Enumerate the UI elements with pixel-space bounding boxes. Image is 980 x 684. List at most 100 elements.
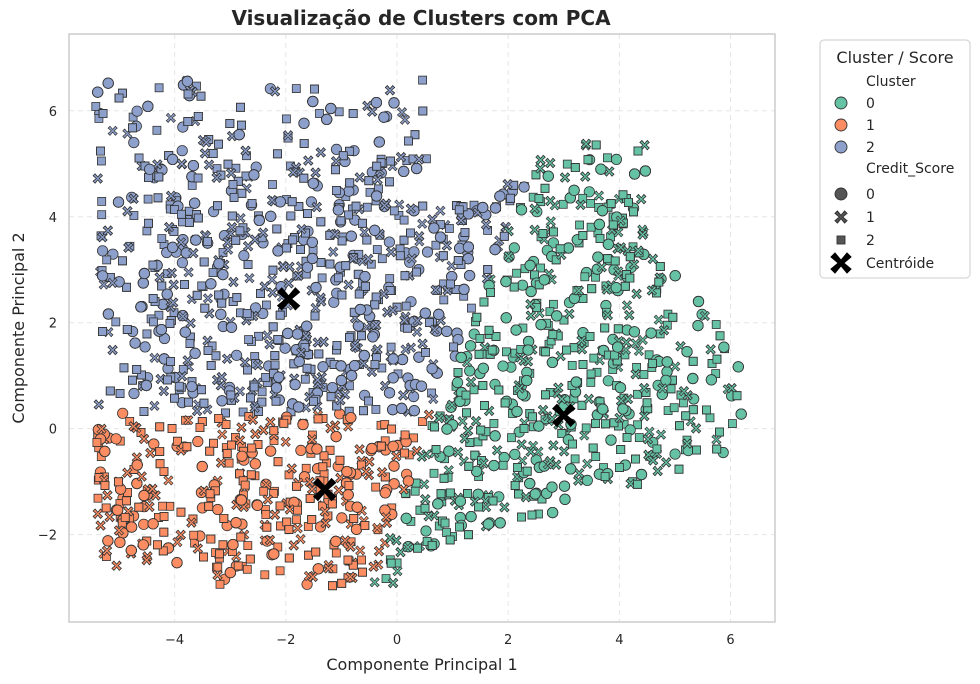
data-point: [171, 557, 183, 569]
data-point: [148, 294, 158, 303]
data-point: [578, 231, 588, 240]
data-point: [256, 289, 265, 298]
data-point: [148, 260, 158, 270]
data-point: [522, 466, 532, 476]
data-point: [197, 281, 207, 291]
data-point: [128, 193, 139, 204]
data-point: [616, 445, 626, 455]
data-point: [620, 281, 630, 291]
data-point: [538, 274, 550, 286]
data-point: [99, 445, 111, 457]
data-point: [217, 268, 229, 281]
data-point: [349, 514, 359, 523]
data-point: [383, 387, 396, 399]
centroid-marker: [552, 403, 576, 428]
data-point: [541, 390, 550, 400]
data-point: [164, 221, 175, 233]
data-point: [516, 388, 529, 400]
data-point: [570, 454, 580, 464]
data-point: [154, 172, 164, 182]
data-point: [446, 260, 457, 271]
data-point: [271, 396, 281, 406]
data-point: [652, 465, 663, 477]
data-point: [358, 567, 367, 577]
data-point: [454, 522, 464, 532]
data-point: [520, 491, 532, 503]
data-point: [92, 86, 104, 98]
data-point: [514, 383, 525, 394]
data-point: [236, 450, 248, 462]
data-point: [462, 425, 474, 436]
data-point: [185, 338, 195, 348]
data-point: [430, 422, 439, 432]
data-point: [102, 255, 112, 265]
data-point: [168, 279, 179, 290]
data-point: [185, 318, 196, 329]
data-point: [187, 160, 199, 172]
data-point: [362, 235, 372, 245]
data-point: [264, 339, 275, 350]
legend-cluster-label: 0: [866, 96, 875, 112]
data-point: [343, 210, 353, 220]
data-point: [389, 206, 399, 216]
data-point: [669, 448, 681, 460]
data-point: [325, 259, 335, 269]
data-point: [216, 395, 228, 407]
data-point: [147, 518, 159, 530]
data-point: [711, 434, 722, 445]
data-point: [354, 444, 365, 455]
data-point: [178, 365, 188, 374]
data-point: [430, 284, 441, 296]
data-point: [199, 552, 209, 562]
data-point: [101, 503, 111, 513]
data-point: [602, 375, 614, 387]
data-point: [259, 486, 269, 496]
data-point: [104, 511, 115, 523]
data-point: [524, 477, 536, 490]
data-point: [344, 381, 354, 391]
data-point: [558, 480, 571, 492]
data-point: [233, 129, 245, 141]
data-point: [345, 541, 356, 552]
data-point: [312, 563, 324, 575]
data-point: [159, 527, 169, 537]
data-point: [669, 403, 679, 413]
data-point: [443, 445, 455, 457]
data-point: [451, 376, 464, 389]
data-point: [402, 542, 413, 553]
data-point: [249, 458, 261, 470]
data-point: [268, 322, 278, 332]
data-point: [170, 393, 180, 403]
data-point: [155, 422, 165, 432]
data-point: [465, 437, 475, 447]
data-point: [139, 407, 149, 416]
data-point: [114, 536, 126, 548]
data-point: [183, 415, 194, 426]
data-point: [487, 345, 497, 355]
data-point: [330, 535, 342, 548]
data-point: [573, 285, 584, 296]
data-point: [379, 487, 391, 499]
data-point: [363, 253, 374, 265]
data-point: [293, 505, 302, 515]
data-point: [403, 136, 413, 146]
data-point: [593, 190, 605, 201]
data-point: [318, 462, 328, 472]
data-point: [411, 326, 423, 338]
data-point: [604, 166, 615, 177]
data-point: [193, 112, 203, 121]
data-point: [429, 468, 439, 478]
data-point: [557, 429, 567, 439]
data-point: [112, 196, 125, 208]
data-point: [515, 204, 528, 216]
data-point: [161, 288, 173, 300]
data-point: [351, 501, 363, 513]
data-point: [652, 444, 662, 454]
data-point: [385, 156, 395, 166]
data-point: [644, 426, 655, 437]
data-point: [624, 309, 635, 321]
data-point: [154, 83, 164, 93]
data-point: [177, 311, 188, 322]
data-point: [635, 468, 648, 481]
data-point: [122, 324, 132, 334]
